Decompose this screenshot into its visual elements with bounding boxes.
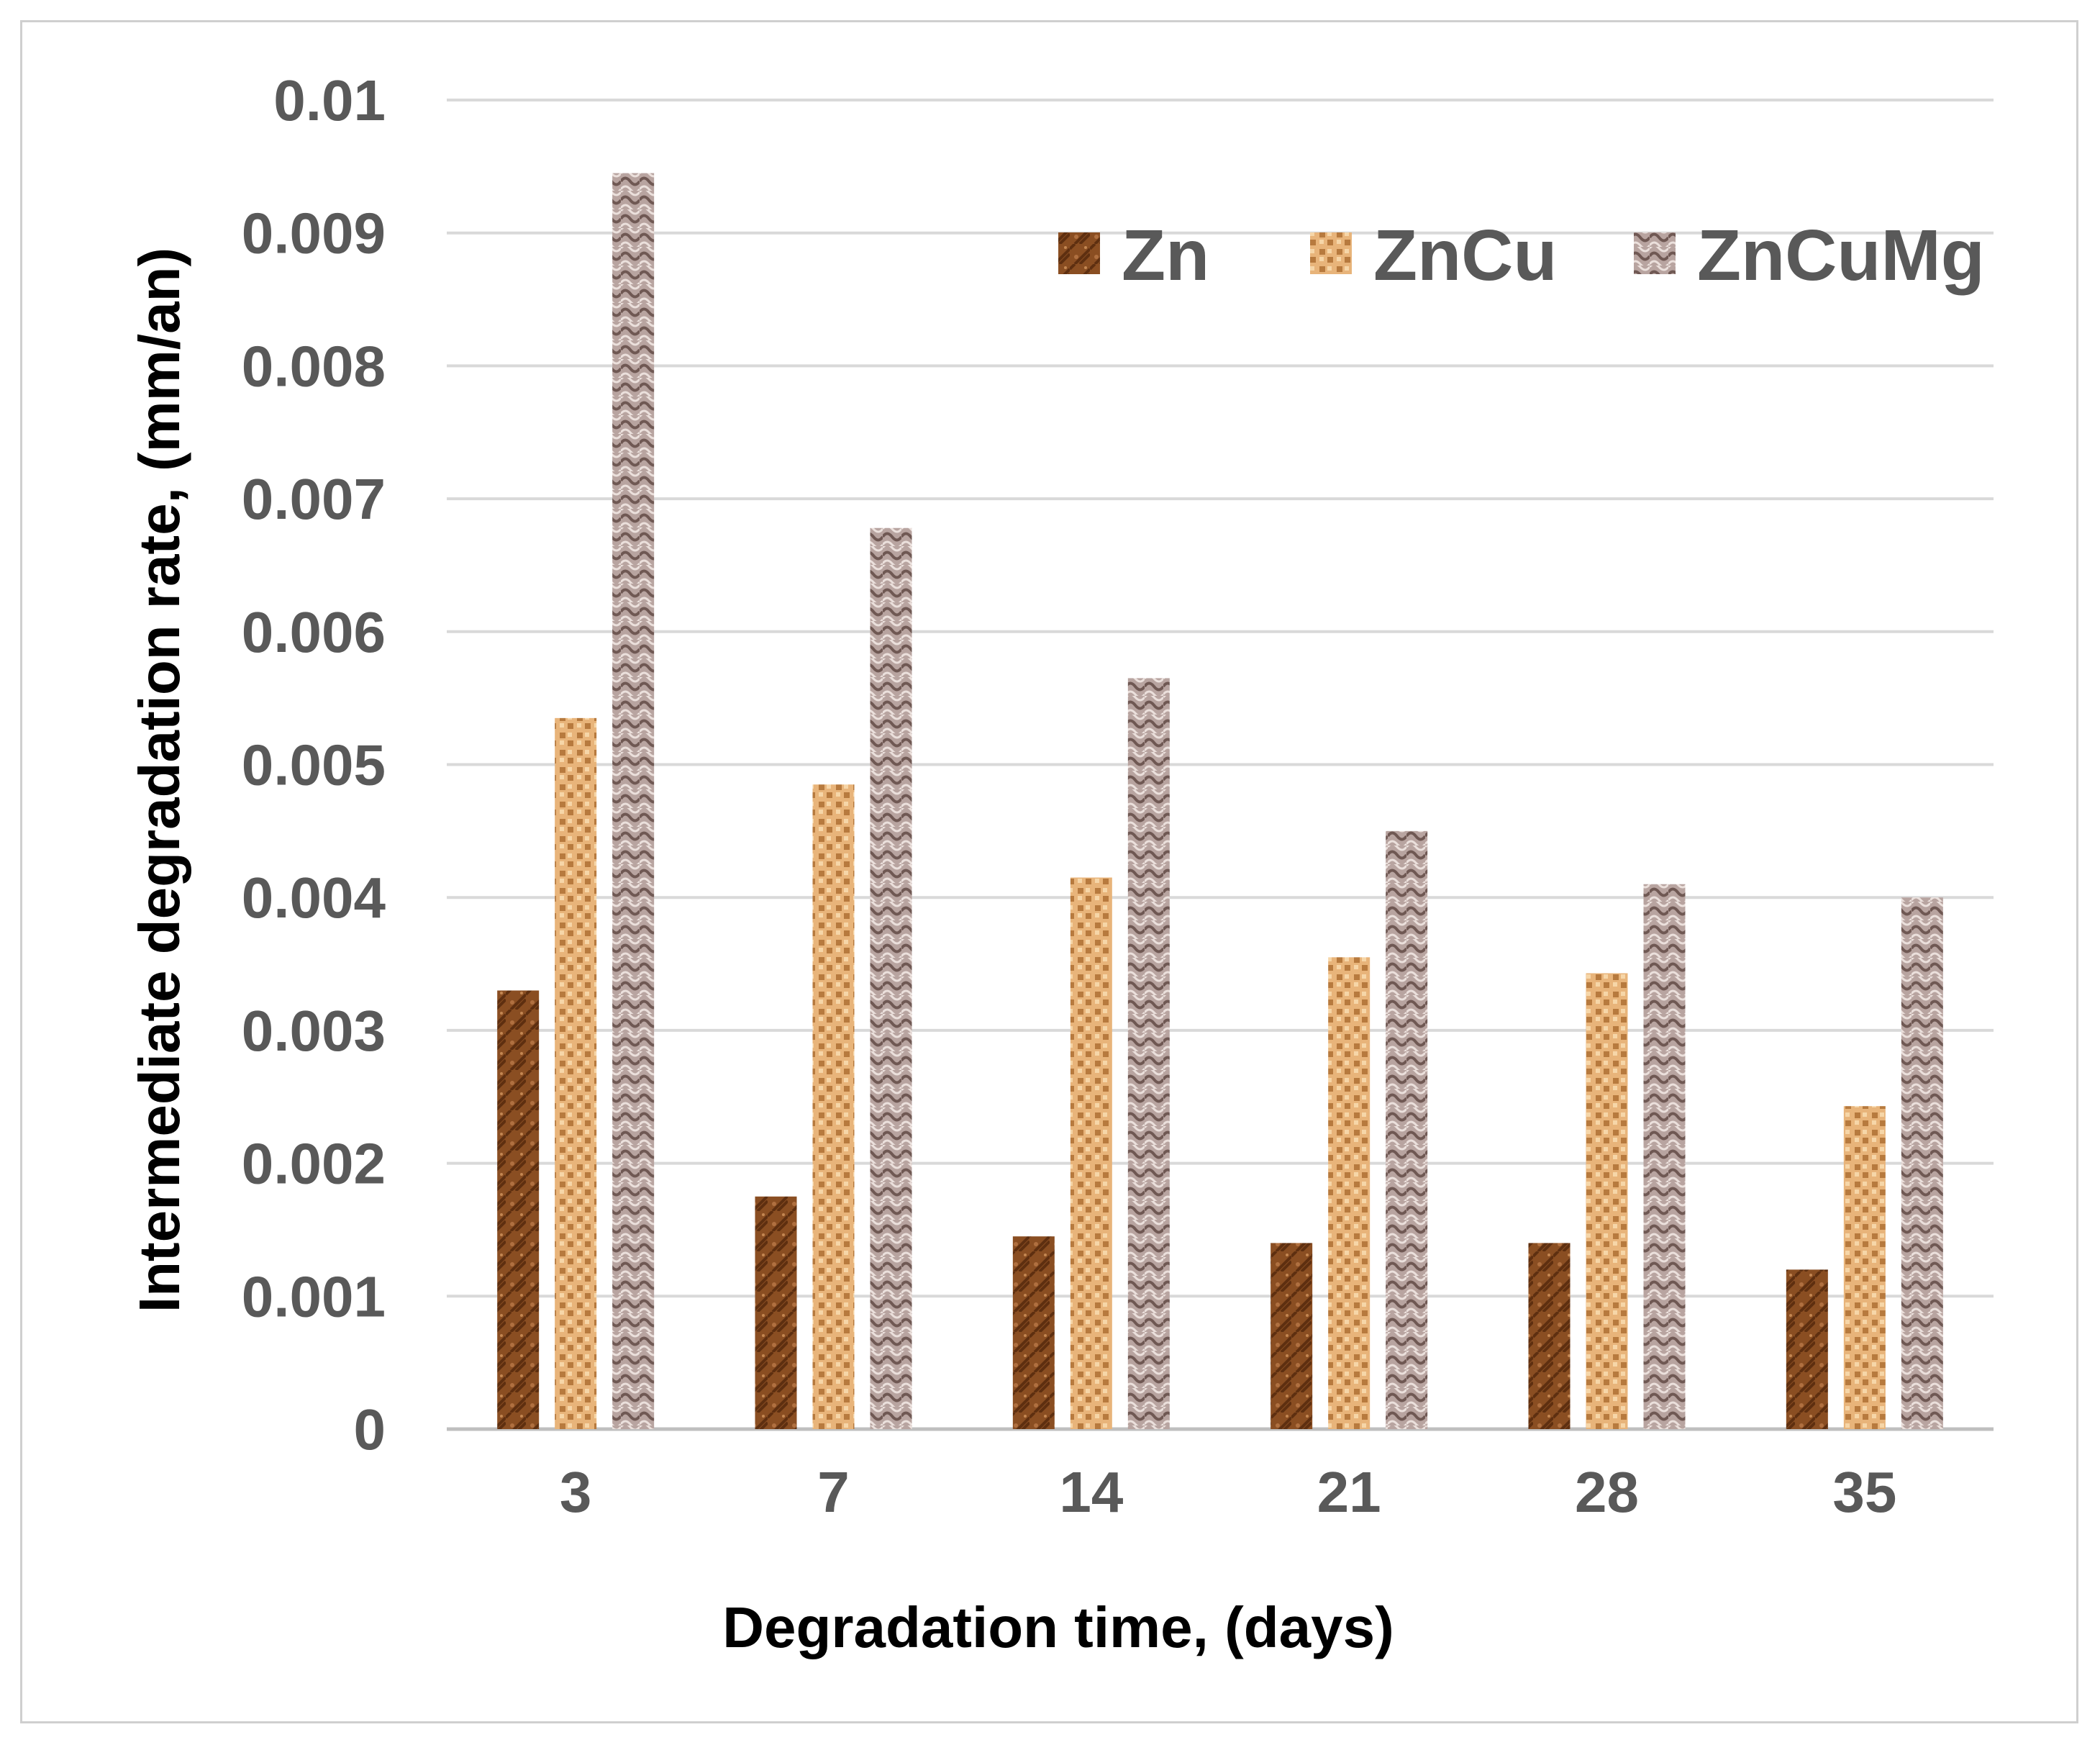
bar-zn-3 [497, 990, 540, 1429]
legend-label-zn: Zn [1122, 215, 1209, 296]
bar-zn-14 [1012, 1236, 1055, 1429]
x-tick-label: 7 [817, 1460, 850, 1524]
bar-zncu-3 [555, 717, 597, 1429]
y-tick-label: 0.003 [242, 999, 386, 1063]
bar-zn-35 [1786, 1269, 1828, 1429]
bar-chart: 0 0.001 0.002 0.003 0.004 0.005 0.006 0.007 0.00… [127, 68, 1994, 1659]
legend-swatch-zncu [1310, 232, 1352, 274]
y-tick-label: 0.002 [242, 1132, 386, 1196]
x-axis-title: Degradation time, (days) [722, 1595, 1394, 1659]
bar-zn-21 [1271, 1243, 1313, 1429]
bars [497, 173, 1943, 1430]
bar-zncumg-3 [612, 173, 655, 1430]
y-tick-label: 0.009 [242, 201, 386, 266]
legend: Zn ZnCu ZnCuMg [1058, 215, 1985, 296]
y-tick-label: 0 [354, 1397, 386, 1461]
x-tick-label: 3 [560, 1460, 592, 1524]
bar-zncumg-14 [1127, 678, 1170, 1429]
bar-zn-7 [755, 1196, 797, 1429]
x-tick-label: 21 [1317, 1460, 1381, 1524]
bar-zncu-35 [1843, 1106, 1886, 1429]
gridlines [447, 99, 1994, 1431]
legend-swatch-zn [1058, 232, 1100, 274]
legend-label-zncu: ZnCu [1373, 215, 1557, 296]
bar-zn-28 [1528, 1243, 1571, 1429]
bar-zncumg-21 [1386, 830, 1428, 1429]
y-tick-label: 0.007 [242, 467, 386, 531]
x-tick-label: 14 [1059, 1460, 1123, 1524]
y-tick-label: 0.008 [242, 334, 386, 398]
bar-zncu-21 [1328, 957, 1371, 1429]
bar-zncumg-28 [1643, 884, 1686, 1429]
legend-swatch-zncumg [1634, 232, 1676, 274]
y-tick-label: 0.001 [242, 1264, 386, 1328]
bar-zncu-28 [1586, 973, 1628, 1429]
chart-frame: 0 0.001 0.002 0.003 0.004 0.005 0.006 0.007 0.00… [20, 20, 2078, 1723]
y-tick-label: 0.01 [273, 68, 386, 132]
x-tick-labels: 3 7 14 21 28 35 [560, 1460, 1896, 1524]
y-tick-label: 0.004 [242, 866, 386, 930]
y-tick-label: 0.006 [242, 600, 386, 664]
legend-label-zncumg: ZnCuMg [1697, 215, 1985, 296]
y-axis-title: Intermediate degradation rate, (mm/an) [127, 248, 191, 1313]
y-tick-labels: 0 0.001 0.002 0.003 0.004 0.005 0.006 0.007 0.00… [242, 68, 386, 1461]
bar-zncumg-7 [870, 527, 912, 1429]
y-tick-label: 0.005 [242, 733, 386, 797]
bar-zncu-14 [1070, 877, 1112, 1429]
bar-zncu-7 [812, 784, 855, 1429]
x-tick-label: 28 [1575, 1460, 1639, 1524]
bar-zncumg-35 [1901, 897, 1943, 1429]
x-tick-label: 35 [1832, 1460, 1896, 1524]
